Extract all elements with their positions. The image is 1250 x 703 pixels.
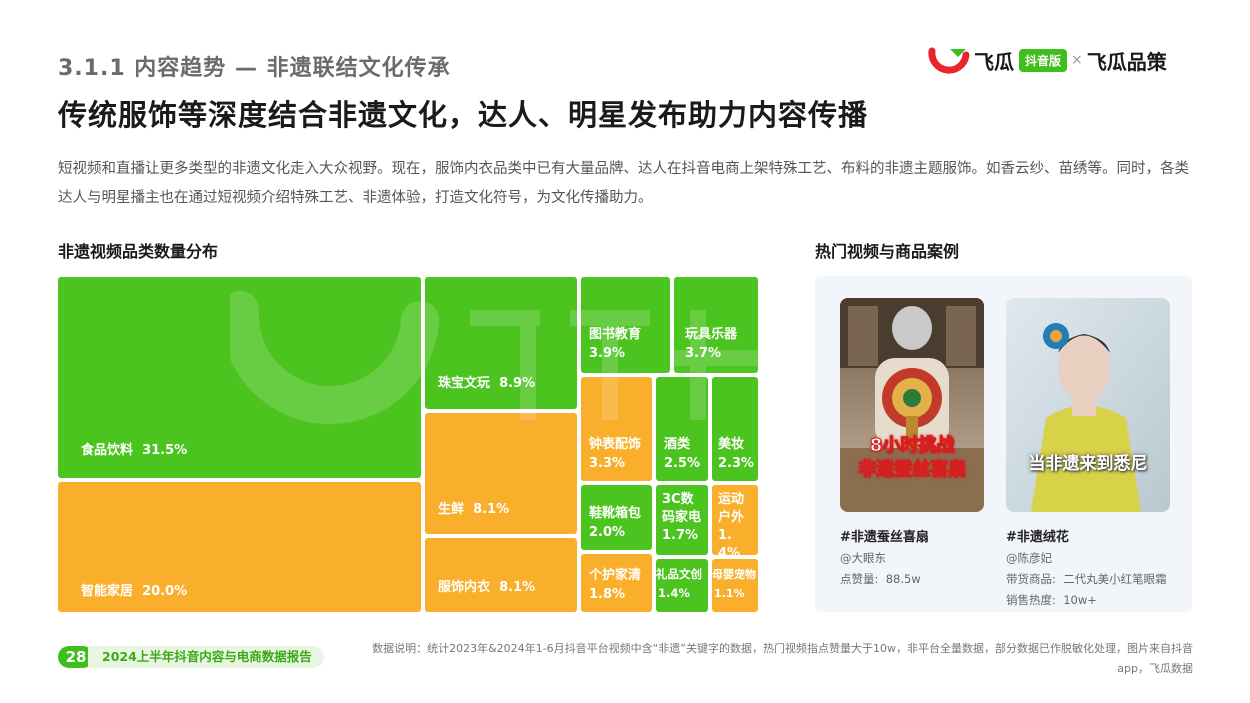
- treemap-cell-toys: 玩具乐器 3.7%: [674, 277, 758, 373]
- cell-value: 20.0%: [142, 584, 188, 599]
- treemap-cell-gifts: 礼品文创 1.4%: [656, 559, 708, 612]
- cases-title: 热门视频与商品案例: [815, 242, 960, 261]
- cell-value: 3.9%: [589, 346, 626, 361]
- page-number: 28: [58, 646, 94, 668]
- video-thumbnail[interactable]: 当非遗来到悉尼: [1006, 298, 1170, 512]
- case-sales-heat: 销售热度: 10w+: [1006, 593, 1097, 607]
- feigua-logo-icon: [928, 47, 970, 74]
- cell-label: 酒类: [664, 437, 691, 452]
- data-note: 数据说明：统计2023年&2024年1-6月抖音平台视频中含“非遗”关键字的数据…: [372, 642, 1193, 675]
- footer-badge: 28 2024上半年抖音内容与电商数据报告: [58, 646, 324, 668]
- case-stat: 点赞量: 88.5w: [840, 572, 921, 586]
- thumbnail-caption: 8小时挑战 非遗蚕丝喜扇: [858, 435, 967, 481]
- cell-label: 服饰内衣: [438, 580, 491, 595]
- brand-name: 飞瓜: [974, 49, 1014, 74]
- cell-value: 2.5%: [664, 456, 701, 471]
- brand-separator: ×: [1071, 52, 1083, 68]
- cases-panel: 8小时挑战 非遗蚕丝喜扇 #非遗蚕丝喜扇 @大眼东 点赞量: 88.5w: [815, 276, 1192, 612]
- cell-label: 鞋靴箱包: [589, 506, 642, 521]
- case-card-fan[interactable]: 8小时挑战 非遗蚕丝喜扇 #非遗蚕丝喜扇 @大眼东 点赞量: 88.5w: [840, 298, 984, 587]
- treemap-cell-watches: 钟表配饰 3.3%: [581, 377, 652, 481]
- cell-label: 礼品文创: [656, 567, 702, 581]
- cell-label: 个护家清: [589, 568, 642, 583]
- cell-label: 食品饮料: [81, 443, 134, 458]
- cell-value: 1.1%: [714, 587, 745, 600]
- cell-label: 图书教育: [589, 327, 642, 342]
- brand-name-2: 飞瓜品策: [1086, 49, 1167, 74]
- treemap-cell-wine: 酒类 2.5%: [656, 377, 708, 481]
- case-title[interactable]: #非遗绒花: [1006, 530, 1069, 545]
- case-title[interactable]: #非遗蚕丝喜扇: [840, 530, 929, 545]
- cell-label: 运动户外: [718, 492, 745, 525]
- treemap-cell-personal-care: 个护家清 1.8%: [581, 554, 652, 612]
- cell-value: 1.7%: [662, 528, 699, 543]
- cell-value: 1.4%: [718, 528, 741, 555]
- case-card-velvet-flower[interactable]: 当非遗来到悉尼 #非遗绒花 @陈彦妃 带货商品: 二代丸美小红笔眼霜 销售热度:…: [1006, 298, 1170, 608]
- treemap-cell-home: 智能家居 20.0%: [58, 482, 421, 612]
- treemap-cell-food: 食品饮料 31.5%: [58, 277, 421, 478]
- intro-paragraph: 短视频和直播让更多类型的非遗文化走入大众视野。现在，服饰内衣品类中已有大量品牌、…: [58, 161, 1189, 206]
- cell-label: 珠宝文玩: [438, 376, 491, 391]
- cell-value: 1.4%: [658, 586, 690, 600]
- thumbnail-caption: 当非遗来到悉尼: [1028, 454, 1148, 474]
- treemap-cell-jewelry: 珠宝文玩 8.9%: [425, 277, 577, 409]
- video-thumbnail[interactable]: 8小时挑战 非遗蚕丝喜扇: [840, 298, 984, 512]
- treemap-cell-shoes: 鞋靴箱包 2.0%: [581, 485, 652, 550]
- treemap-cell-books: 图书教育 3.9%: [581, 277, 670, 373]
- case-author[interactable]: @大眼东: [840, 551, 886, 565]
- cell-label: 玩具乐器: [685, 327, 738, 342]
- cell-label: 智能家居: [81, 584, 134, 599]
- treemap-cell-baby-pet: 母婴宠物 1.1%: [712, 559, 758, 612]
- cell-label: 生鲜: [438, 502, 465, 517]
- video-thumbnail-fan-image: [840, 298, 984, 512]
- treemap-cell-apparel: 服饰内衣 8.1%: [425, 538, 577, 612]
- case-author[interactable]: @陈彦妃: [1006, 551, 1052, 565]
- treemap-cell-sports: 运动户外 1.4%: [712, 485, 758, 555]
- cell-value: 2.3%: [718, 456, 755, 471]
- treemap-cell-beauty: 美妆 2.3%: [712, 377, 758, 481]
- cell-value: 3.3%: [589, 456, 626, 471]
- treemap-cell-electronics: 3C数码家电 1.7%: [656, 485, 708, 555]
- cell-label: 母婴宠物: [712, 568, 756, 581]
- case-product: 带货商品: 二代丸美小红笔眼霜: [1006, 572, 1167, 586]
- treemap-cell-fresh: 生鲜 8.1%: [425, 413, 577, 534]
- treemap-title: 非遗视频品类数量分布: [58, 242, 219, 261]
- category-treemap: 食品饮料 31.5% 智能家居 20.0% 珠宝文玩 8.9% 生鲜 8.1% …: [58, 277, 758, 612]
- cell-value: 1.8%: [589, 587, 626, 602]
- cell-label: 3C数码家电: [662, 492, 702, 525]
- report-name: 2024上半年抖音内容与电商数据报告: [88, 646, 324, 668]
- section-title: 3.1.1 内容趋势 — 非遗联结文化传承: [58, 56, 451, 81]
- cell-value: 31.5%: [142, 443, 188, 458]
- brand-logo: 飞瓜 抖音版 × 飞瓜品策: [928, 44, 1167, 76]
- cell-value: 8.1%: [499, 580, 536, 595]
- cell-value: 2.0%: [589, 525, 626, 540]
- cell-label: 美妆: [718, 437, 745, 452]
- cell-label: 钟表配饰: [589, 437, 642, 452]
- cell-value: 3.7%: [685, 346, 722, 361]
- cell-value: 8.1%: [473, 502, 510, 517]
- cell-value: 8.9%: [499, 376, 536, 391]
- page-title: 传统服饰等深度结合非遗文化，达人、明星发布助力内容传播: [58, 98, 869, 132]
- video-thumbnail-velvet-image: [1006, 298, 1170, 512]
- brand-badge: 抖音版: [1019, 48, 1068, 72]
